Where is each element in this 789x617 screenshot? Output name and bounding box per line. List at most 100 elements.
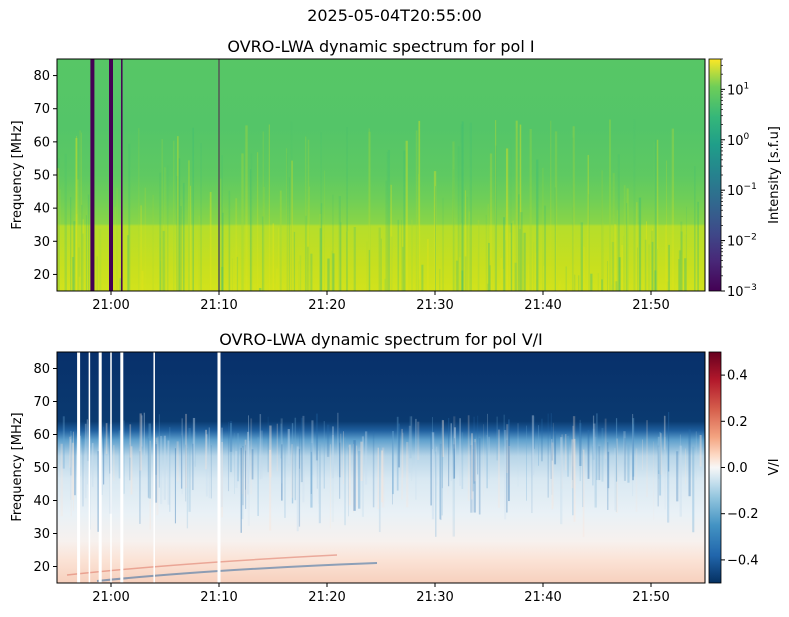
spectrum-texture-streak <box>515 120 518 291</box>
spectrum-texture-streak <box>192 127 195 291</box>
spectrum-texture-streak <box>343 431 344 485</box>
drifting-feature <box>96 562 378 582</box>
spectrum-texture-streak <box>174 448 176 524</box>
y-tick-label: 50 <box>33 169 50 184</box>
spectrum-texture-streak <box>139 451 141 524</box>
spectrum-texture-streak <box>408 425 411 473</box>
spectrum-texture-streak <box>380 238 382 291</box>
spectrum-texture-streak <box>91 443 94 487</box>
spectrum-texture-streak <box>427 238 429 291</box>
spectrum-texture-streak <box>564 434 567 471</box>
spectrum-texture-streak <box>339 260 341 291</box>
spectrum-texture-streak <box>290 121 293 291</box>
spectrum-texture-streak <box>652 228 654 291</box>
spectrum-pol-i-texture <box>57 119 699 291</box>
spectrum-texture-streak <box>326 424 330 457</box>
spectrum-texture-streak <box>646 420 648 498</box>
spectrum-texture-streak <box>536 159 539 291</box>
spectrum-texture-streak <box>657 445 659 507</box>
spectrum-texture-streak <box>140 415 143 447</box>
spectrum-texture-streak <box>520 212 523 291</box>
spectrum-texture-streak <box>346 231 348 291</box>
spectrum-texture-streak <box>489 265 491 291</box>
x-tick-label: 21:50 <box>632 298 669 313</box>
spectrum-texture-streak <box>688 429 691 497</box>
spectrum-texture-streak <box>583 246 585 291</box>
spectrum-texture-streak <box>598 446 601 481</box>
spectrum-texture-streak <box>347 231 349 291</box>
spectrum-texture-streak <box>316 433 318 489</box>
spectrum-texture-streak <box>554 131 558 291</box>
drifting-feature <box>66 554 338 576</box>
colorbar-pol-vi-ticks: 0.4 0.2 0.0 −0.2 −0.4 <box>721 369 759 568</box>
spectrum-texture-streak <box>461 432 464 489</box>
spectrum-texture-streak <box>402 432 404 478</box>
spectrum-texture-streak <box>509 232 512 291</box>
spectrum-texture-streak <box>655 248 658 291</box>
spectrum-texture-streak <box>298 261 300 291</box>
colorbar-tick-label: −0.2 <box>727 507 759 522</box>
spectrum-texture-streak <box>398 423 400 468</box>
spectrum-texture-streak <box>473 416 476 484</box>
spectrum-texture-streak <box>318 450 319 504</box>
spectrum-texture-streak <box>453 416 456 449</box>
spectrum-texture-streak <box>130 446 133 495</box>
spectrum-texture-streak <box>235 451 238 488</box>
spectrum-texture-streak <box>75 137 78 291</box>
spectrum-texture-streak <box>529 128 532 291</box>
spectrum-pol-vi-image <box>57 352 705 583</box>
spectrum-texture-streak <box>82 233 84 291</box>
spectrum-texture-streak <box>592 446 594 486</box>
spectrum-texture-streak <box>659 431 662 496</box>
spectrum-texture-streak <box>621 244 624 291</box>
spectrum-texture-streak <box>232 258 233 291</box>
spectrum-texture-streak <box>485 214 487 291</box>
spectrum-texture-streak <box>685 448 686 485</box>
spectrum-texture-streak <box>441 419 443 489</box>
spectrum-texture-streak <box>86 419 88 485</box>
spectrum-texture-streak <box>582 450 584 508</box>
spectrum-texture-streak <box>160 435 163 505</box>
spectrum-texture-streak <box>396 416 399 491</box>
spectrum-texture-streak <box>245 444 246 490</box>
spectrum-texture-streak <box>385 180 388 291</box>
spectrum-texture-streak <box>178 158 181 291</box>
spectrum-texture-streak <box>337 412 339 477</box>
spectrum-texture-streak <box>441 420 444 458</box>
data-gap-stripe <box>121 59 123 291</box>
spectrum-texture-streak <box>188 428 191 512</box>
y-tick-label: 50 <box>33 461 50 476</box>
spectrum-texture-streak <box>386 151 389 291</box>
data-gap-stripe <box>217 352 221 583</box>
spectrum-texture-streak <box>601 279 603 291</box>
spectrum-texture-streak <box>607 451 610 489</box>
spectrum-texture-streak <box>186 447 189 529</box>
spectrum-texture-streak <box>415 418 417 500</box>
spectrum-texture-streak <box>140 205 142 291</box>
spectrum-texture-streak <box>309 186 310 291</box>
spectrum-texture-streak <box>430 432 432 506</box>
x-tick-label: 21:30 <box>416 298 453 313</box>
spectrum-texture-streak <box>101 450 103 495</box>
spectrum-texture-streak <box>565 266 567 291</box>
data-gap-stripe <box>98 352 102 583</box>
spectrum-texture-streak <box>339 427 341 499</box>
spectrum-texture-streak <box>209 191 212 291</box>
spectrum-texture-streak <box>686 206 687 291</box>
x-tick-label: 21:00 <box>92 590 129 605</box>
spectrum-texture-streak <box>221 212 224 291</box>
spectrum-texture-streak <box>454 217 456 291</box>
spectrum-texture-streak <box>504 429 507 520</box>
spectrum-texture-streak <box>392 431 393 505</box>
spectrum-texture-streak <box>560 437 563 525</box>
spectrum-texture-streak <box>378 445 381 533</box>
spectrum-texture-streak <box>616 210 618 291</box>
spectrum-texture-streak <box>234 432 235 494</box>
spectrum-texture-streak <box>123 420 125 494</box>
spectrum-texture-streak <box>279 190 282 291</box>
spectrum-texture-streak <box>666 160 667 291</box>
spectrum-texture-streak <box>298 263 300 291</box>
x-tick-label: 21:30 <box>416 590 453 605</box>
spectrum-texture-streak <box>623 431 626 464</box>
spectrum-texture-streak <box>293 231 296 291</box>
